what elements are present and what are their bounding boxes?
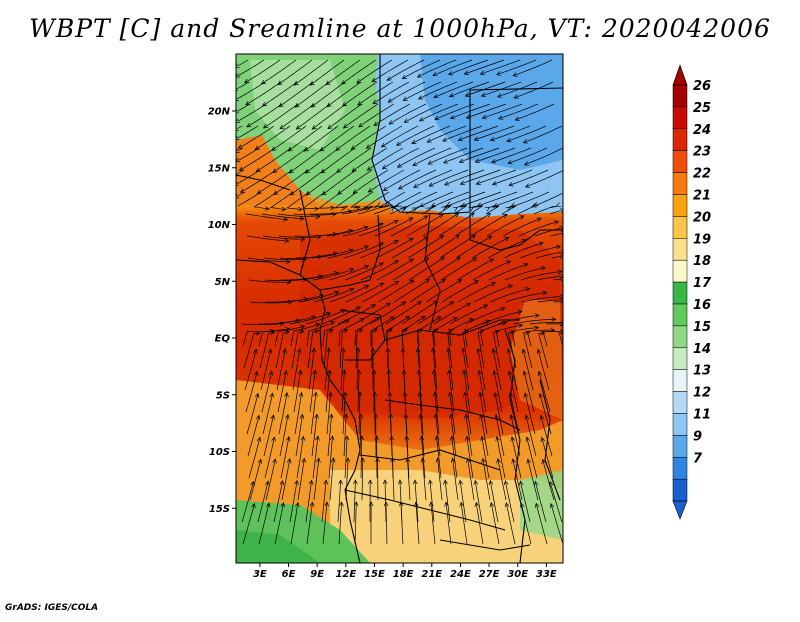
streamline-arrow: [567, 102, 572, 106]
streamline-arrow: [569, 300, 573, 304]
lon-label: 33E: [536, 569, 557, 580]
lat-label: 10S: [209, 447, 230, 458]
colorbar-swatch: [673, 85, 687, 107]
lon-label: 24E: [450, 569, 471, 580]
colorbar-swatch: [673, 414, 687, 436]
lat-label: 5S: [216, 390, 230, 401]
streamline-arrow: [567, 475, 571, 480]
colorbar-label: 12: [693, 386, 711, 401]
colorbar-label: 7: [693, 451, 703, 466]
streamline-arrow: [568, 497, 572, 502]
colorbar-swatch: [673, 151, 687, 173]
colorbar-swatch: [673, 479, 687, 501]
streamline-arrow: [565, 58, 570, 62]
colorbar-label: 23: [693, 145, 711, 160]
lat-label: 15S: [209, 504, 230, 515]
lon-label: 30E: [507, 569, 528, 580]
colorbar-label: 18: [693, 254, 711, 269]
colorbar-swatch: [673, 392, 687, 414]
streamline-arrow: [568, 278, 572, 282]
colorbar-label: 17: [693, 276, 712, 291]
colorbar-label: 26: [693, 79, 711, 94]
colorbar-swatch: [673, 129, 687, 151]
colorbar-swatch: [673, 173, 687, 195]
colorbar-swatch: [673, 370, 687, 392]
colorbar-swatch: [673, 238, 687, 260]
lon-label: 15E: [364, 569, 385, 580]
colorbar-swatch: [673, 216, 687, 238]
longitude-axis: 3E 6E 9E 12E 15E 18E 21E 24E 27E 30E 33E: [253, 563, 557, 580]
grads-credit: GrADS: IGES/COLA: [5, 603, 98, 613]
lon-label: 18E: [393, 569, 414, 580]
streamline-arrow: [566, 453, 570, 458]
lat-label: 5N: [215, 277, 231, 288]
colorbar-swatch: [673, 326, 687, 348]
lat-label: 15N: [208, 163, 231, 174]
streamline-arrow: [565, 431, 569, 436]
latitude-axis: 20N 15N 10N 5N EQ 5S 10S 15S: [208, 107, 236, 515]
colorbar-swatch: [673, 260, 687, 282]
colorbar-label: 19: [693, 232, 711, 247]
lon-label: 6E: [282, 569, 296, 580]
colorbar-label: 15: [693, 320, 711, 335]
colorbar-label: 13: [693, 364, 711, 379]
colorbar-swatch: [673, 435, 687, 457]
streamline-arrow: [566, 234, 570, 238]
colorbar-label: 9: [693, 429, 702, 444]
lon-label: 9E: [310, 569, 324, 580]
lat-label: 10N: [208, 220, 231, 231]
lon-label: 27E: [479, 569, 500, 580]
streamline-arrow: [563, 387, 567, 392]
streamline-arrow: [565, 212, 569, 216]
lat-label: 20N: [208, 107, 231, 118]
colorbar-label: 16: [693, 298, 711, 313]
colorbar-swatch: [673, 282, 687, 304]
colorbar-label: 22: [693, 167, 711, 182]
colorbar-swatch: [673, 457, 687, 479]
colorbar-label: 14: [693, 342, 711, 357]
lon-label: 21E: [421, 569, 442, 580]
colorbar-label: 24: [693, 123, 711, 138]
colorbar-label: 11: [693, 408, 711, 423]
streamline-arrow: [566, 80, 571, 84]
colorbar: 26 25 24 23 22 21 20 19 18 17 16 15 14 13 12 11 9 7: [673, 65, 712, 519]
colorbar-top-arrow: [673, 65, 687, 85]
streamline-arrow: [231, 205, 235, 209]
colorbar-label: 20: [693, 210, 711, 225]
colorbar-label: 25: [693, 101, 711, 116]
colorbar-swatch: [673, 304, 687, 326]
colorbar-bottom-arrow: [673, 501, 687, 519]
colorbar-swatch: [673, 348, 687, 370]
colorbar-swatch: [673, 107, 687, 129]
lon-label: 12E: [335, 569, 356, 580]
lat-label: EQ: [215, 334, 231, 345]
lon-label: 3E: [253, 569, 267, 580]
streamline-arrow: [564, 409, 568, 414]
colorbar-swatch: [673, 195, 687, 217]
map-field: [236, 54, 563, 563]
colorbar-label: 21: [693, 189, 711, 204]
streamline-arrow: [567, 256, 571, 260]
